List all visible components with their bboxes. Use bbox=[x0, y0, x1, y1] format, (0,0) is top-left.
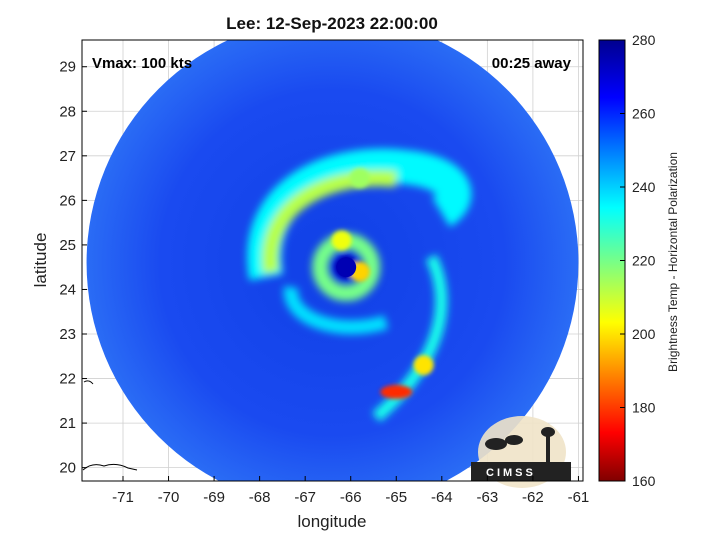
feature-rainband-south bbox=[413, 355, 434, 376]
plot-frame bbox=[81, 39, 584, 482]
colorbar-label: Brightness Temp - Horizontal Polarizatio… bbox=[666, 152, 680, 372]
x-tick-label: -62 bbox=[522, 489, 544, 506]
y-tick-label: 27 bbox=[59, 148, 76, 165]
y-tick-label: 21 bbox=[59, 415, 76, 432]
x-tick-label: -71 bbox=[112, 489, 134, 506]
colorbar-tick-label: 260 bbox=[632, 106, 656, 122]
x-tick-label: -65 bbox=[385, 489, 407, 506]
y-tick-label: 25 bbox=[59, 237, 76, 254]
band-glow bbox=[247, 148, 472, 422]
coastline bbox=[82, 380, 138, 471]
cimss-logo: CIMSS bbox=[471, 416, 571, 488]
colorbar-tick-label: 200 bbox=[632, 326, 656, 342]
chart-title: Lee: 12-Sep-2023 22:00:00 bbox=[226, 14, 438, 33]
y-tick-label: 23 bbox=[59, 326, 76, 343]
y-tick-label: 28 bbox=[59, 103, 76, 120]
x-tick-label: -66 bbox=[340, 489, 362, 506]
spiral-band-south bbox=[284, 286, 389, 335]
x-tick-label: -63 bbox=[477, 489, 499, 506]
colorbar-tick-label: 240 bbox=[632, 179, 656, 195]
microwave-swath bbox=[86, 40, 579, 481]
feature-eyewall-warm-north bbox=[331, 230, 352, 251]
cimss-logo-text: CIMSS bbox=[486, 467, 536, 479]
x-tick-label: -61 bbox=[568, 489, 590, 506]
y-tick-label: 22 bbox=[59, 371, 76, 388]
colorbar-axis: 160 180 200 220 240 260 280 bbox=[620, 32, 656, 489]
spiral-band-inner bbox=[262, 170, 397, 274]
x-axis-label: longitude bbox=[297, 512, 366, 531]
y-tick-label: 29 bbox=[59, 59, 76, 76]
colorbar-tick-label: 160 bbox=[632, 473, 656, 489]
vmax-label: Vmax: 100 kts bbox=[92, 55, 192, 72]
y-tick-label: 26 bbox=[59, 192, 76, 209]
x-tick-label: -64 bbox=[431, 489, 453, 506]
x-tick-label: -67 bbox=[294, 489, 316, 506]
feature-rainband-convective-core bbox=[380, 384, 413, 399]
x-tick-label: -69 bbox=[203, 489, 225, 506]
swath-disc bbox=[86, 40, 579, 481]
feature-outer-band-north bbox=[349, 168, 370, 189]
y-tick-label: 24 bbox=[59, 281, 76, 298]
eye-center bbox=[336, 257, 357, 278]
y-axis-label: latitude bbox=[31, 233, 50, 288]
y-tick-label: 20 bbox=[59, 460, 76, 477]
x-tick-label: -68 bbox=[249, 489, 271, 506]
colorbar-tick-label: 220 bbox=[632, 253, 656, 269]
x-tick-label: -70 bbox=[158, 489, 180, 506]
time-away-label: 00:25 away bbox=[492, 55, 572, 72]
colorbar-tick-label: 280 bbox=[632, 32, 656, 48]
colorbar-tick-label: 180 bbox=[632, 400, 656, 416]
y-axis: 20 21 22 23 24 25 26 27 28 29 bbox=[59, 59, 87, 477]
x-axis: -71 -70 -69 -68 -67 -66 -65 -64 -63 -62 -61 bbox=[112, 476, 589, 506]
